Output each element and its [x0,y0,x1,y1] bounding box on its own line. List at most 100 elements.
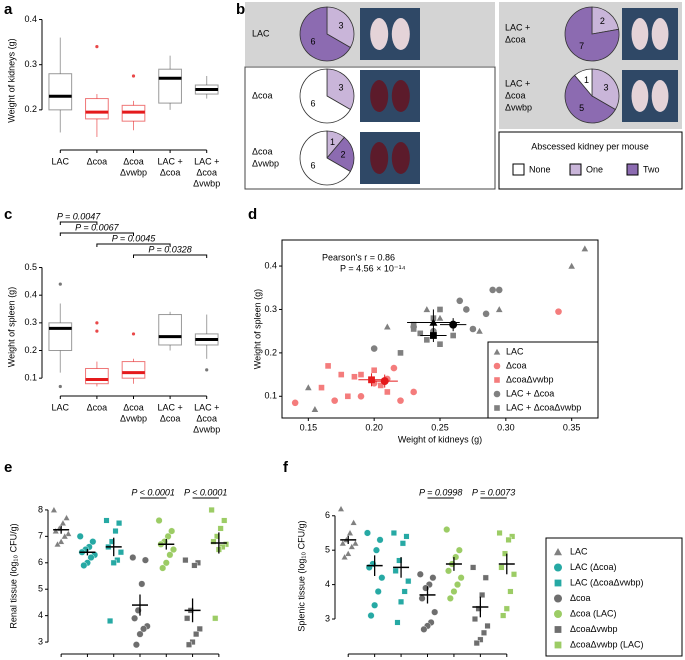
point [367,612,375,620]
pie-slice [299,6,351,62]
x-tick-label: 0.30 [497,422,515,432]
x-tick-label: Δcoa [87,402,108,412]
y-tick-label: 8 [38,504,43,514]
kidney [631,18,649,50]
legend-label: None [529,164,551,174]
point [374,587,382,595]
group-label: Δcoa [252,90,273,100]
x-tick-label: LAC + [194,156,219,166]
y-tick-label: 4 [38,610,43,620]
legend-marker [554,548,562,556]
kidney [370,80,389,112]
outlier [95,45,99,49]
point [87,554,95,562]
point [505,536,512,543]
x-tick-label: LAC [52,156,70,166]
point [62,514,71,521]
legend-label: Δcoa [570,593,591,603]
y-axis-label: Weight of spleen (g) [6,287,16,367]
x-tick-label: Δcoa [87,156,108,166]
point [210,538,217,545]
point [372,546,380,554]
point [555,308,562,315]
point [456,297,464,305]
point [469,325,477,333]
slice-label: 2 [340,150,345,160]
point [344,549,352,557]
point [482,574,489,581]
panel-label: c [4,206,12,223]
p-value: P = 0.0045 [112,233,156,243]
point [396,557,403,564]
legend-marker [493,390,501,398]
x-tick-label: LAC + [157,156,182,166]
point [318,384,325,391]
legend-label: One [586,164,603,174]
y-tick-label: 0.2 [24,345,37,355]
x-tick-label: Δcoa [196,413,217,423]
point [349,518,358,526]
point [337,505,345,512]
point [489,286,496,294]
pie-slice [326,6,355,49]
point [138,580,146,588]
point [436,314,444,321]
legend-marker [554,563,562,572]
group-label: Δcoa [252,146,273,156]
point [398,598,405,605]
legend-marker [554,626,562,633]
outlier [131,332,136,336]
group-label: Δcoa [505,90,526,100]
point [346,529,354,536]
y-tick-label: 7 [38,531,43,541]
point [112,528,119,535]
y-tick-label: 3 [38,636,43,646]
y-tick-label: 4 [325,579,330,589]
panel-label: a [4,1,13,18]
legend-marker [554,594,562,603]
point [479,591,486,598]
point [184,615,191,622]
y-axis-label: Renal tissue (log₁₀ CFU/g) [8,523,18,628]
y-tick-label: 0.3 [24,59,37,69]
p-value: P = 0.0998 [419,487,462,497]
slice-label: 2 [600,16,605,26]
point [397,350,404,356]
kidney [391,142,410,174]
pie-slice [564,6,620,62]
point [420,625,428,633]
y-tick-label: 3 [325,613,330,623]
kidney [370,142,389,174]
legend-swatch [569,163,582,176]
legend-title: Abscessed kidney per mouse [531,141,649,151]
point [437,341,443,348]
point [376,536,384,544]
y-tick-label: 0.1 [24,373,37,383]
point [477,636,484,643]
point [291,399,299,407]
y-tick-label: 5 [325,545,330,555]
legend-marker [494,405,500,411]
point [168,527,176,535]
x-tick-label: 0.15 [300,422,318,432]
point [410,321,417,328]
slice-label: 7 [579,41,584,51]
group-label: Δcoa [505,34,526,44]
y-tick-label: 0.2 [264,347,277,357]
legend-label: Δcoa (LAC) [570,608,617,618]
legend-marker [554,610,562,618]
slice-label: 6 [310,98,315,108]
point [470,564,477,571]
point [410,388,417,396]
mean-point [368,376,375,384]
point [162,559,170,567]
legend-label: ΔcoaΔvwbp (LAC) [570,639,644,649]
legend-swatch [626,163,639,176]
panel-label: b [236,1,245,18]
p-value: P < 0.0001 [131,487,174,497]
significance-bracket [133,254,208,258]
p-value: P = 0.0073 [472,487,515,497]
point [450,332,456,339]
x-tick-label: Δcoa [123,156,144,166]
point [217,525,224,532]
